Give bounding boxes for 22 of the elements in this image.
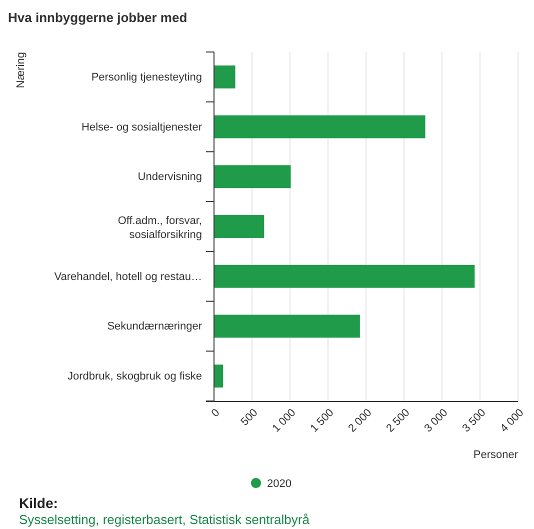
x-axis-title: Personer bbox=[473, 449, 518, 461]
x-tick-label: 500 bbox=[238, 406, 260, 428]
text: Hva innbyggerne jobber med bbox=[8, 10, 188, 25]
legend-label: 2020 bbox=[267, 478, 292, 490]
x-tick-label: 3 000 bbox=[422, 406, 450, 435]
x-tick-label: 1 000 bbox=[270, 406, 298, 435]
y-tick-label: Sekundærnæringer bbox=[107, 320, 202, 333]
text: Kilde: bbox=[19, 495, 58, 511]
y-tick-label: Undervisning bbox=[138, 171, 202, 184]
y-tick-label: Helse- og sosialtjenester bbox=[82, 121, 202, 134]
x-tick-label: 0 bbox=[209, 406, 222, 420]
y-tick-label: Off.adm., forsvar, sosialforsikring bbox=[118, 214, 202, 242]
y-tick-label: Varehandel, hotell og restau… bbox=[54, 270, 202, 283]
x-tick-label: 2 500 bbox=[384, 406, 412, 435]
y-tick-label: Personlig tjenesteyting bbox=[91, 71, 202, 84]
x-tick-label: 4 000 bbox=[498, 406, 526, 435]
text: Sysselsetting, registerbasert, Statistisk sentralbyrå bbox=[19, 512, 310, 527]
y-axis-title: Næring bbox=[15, 52, 27, 88]
x-tick-label: 3 500 bbox=[460, 406, 488, 435]
y-tick-label: Jordbruk, skogbruk og fiske bbox=[67, 370, 202, 383]
x-tick-label: 1 500 bbox=[308, 406, 336, 435]
x-tick-label: 2 000 bbox=[346, 406, 374, 435]
